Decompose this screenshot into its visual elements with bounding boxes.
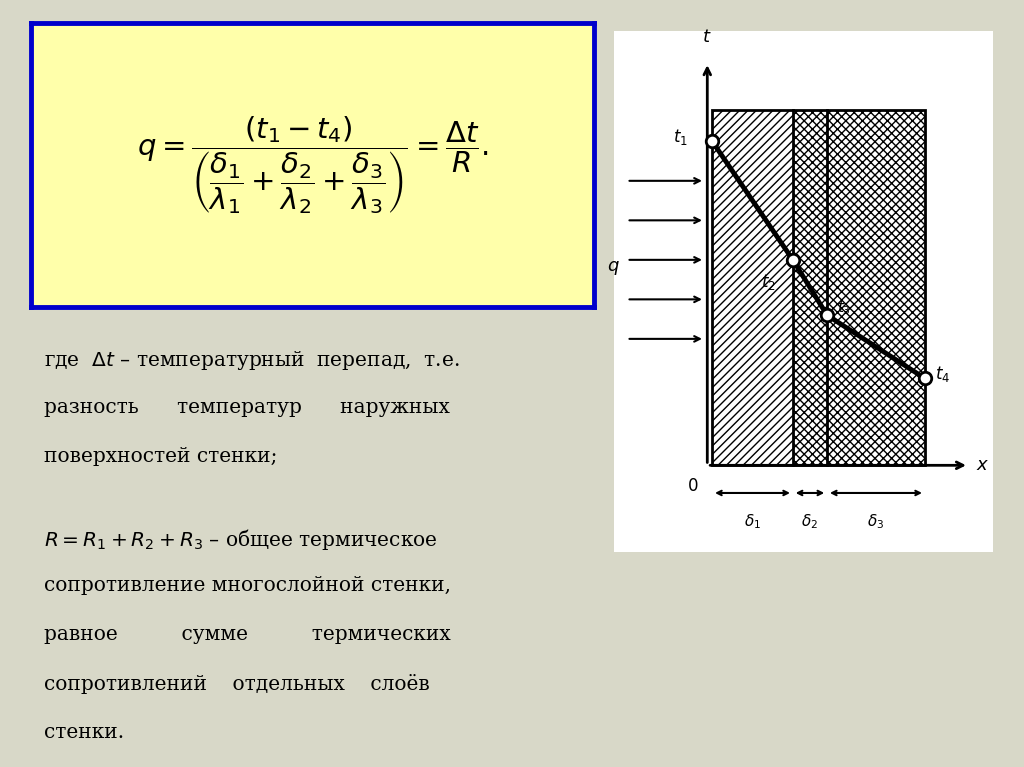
Text: $q = \dfrac{\left(t_1 - t_4\right)}{\left(\dfrac{\boldsymbol{\delta_1}}{\boldsym: $q = \dfrac{\left(t_1 - t_4\right)}{\lef… (136, 114, 488, 216)
Text: $t_1$: $t_1$ (673, 127, 688, 147)
Text: $t_3$: $t_3$ (837, 298, 851, 317)
Text: $x$: $x$ (976, 456, 989, 474)
Text: $\delta_3$: $\delta_3$ (867, 512, 885, 532)
Text: где  $\Delta t$ – температурный  перепад,  т.е.: где $\Delta t$ – температурный перепад, … (44, 349, 460, 372)
Text: $t_4$: $t_4$ (935, 364, 950, 384)
Bar (793, 110, 827, 466)
Text: $t_2$: $t_2$ (761, 272, 776, 291)
Text: сопротивление многослойной стенки,: сопротивление многослойной стенки, (44, 576, 452, 594)
Text: $q$: $q$ (606, 258, 620, 277)
Bar (712, 110, 925, 466)
Bar (712, 110, 793, 466)
Text: $R = R_1 + R_2 + R_3$ – общее термическое: $R = R_1 + R_2 + R_3$ – общее термическо… (44, 527, 438, 551)
Text: стенки.: стенки. (44, 723, 124, 742)
Text: $0$: $0$ (687, 477, 698, 495)
Text: $\delta_2$: $\delta_2$ (802, 512, 818, 532)
Text: сопротивлений    отдельных    слоёв: сопротивлений отдельных слоёв (44, 673, 430, 693)
Text: разность      температур      наружных: разность температур наружных (44, 398, 451, 416)
Text: поверхностей стенки;: поверхностей стенки; (44, 446, 278, 466)
Text: равное          сумме          термических: равное сумме термических (44, 624, 451, 644)
Text: $t$: $t$ (702, 28, 712, 47)
Bar (827, 110, 925, 466)
Text: $\delta_1$: $\delta_1$ (744, 512, 761, 532)
